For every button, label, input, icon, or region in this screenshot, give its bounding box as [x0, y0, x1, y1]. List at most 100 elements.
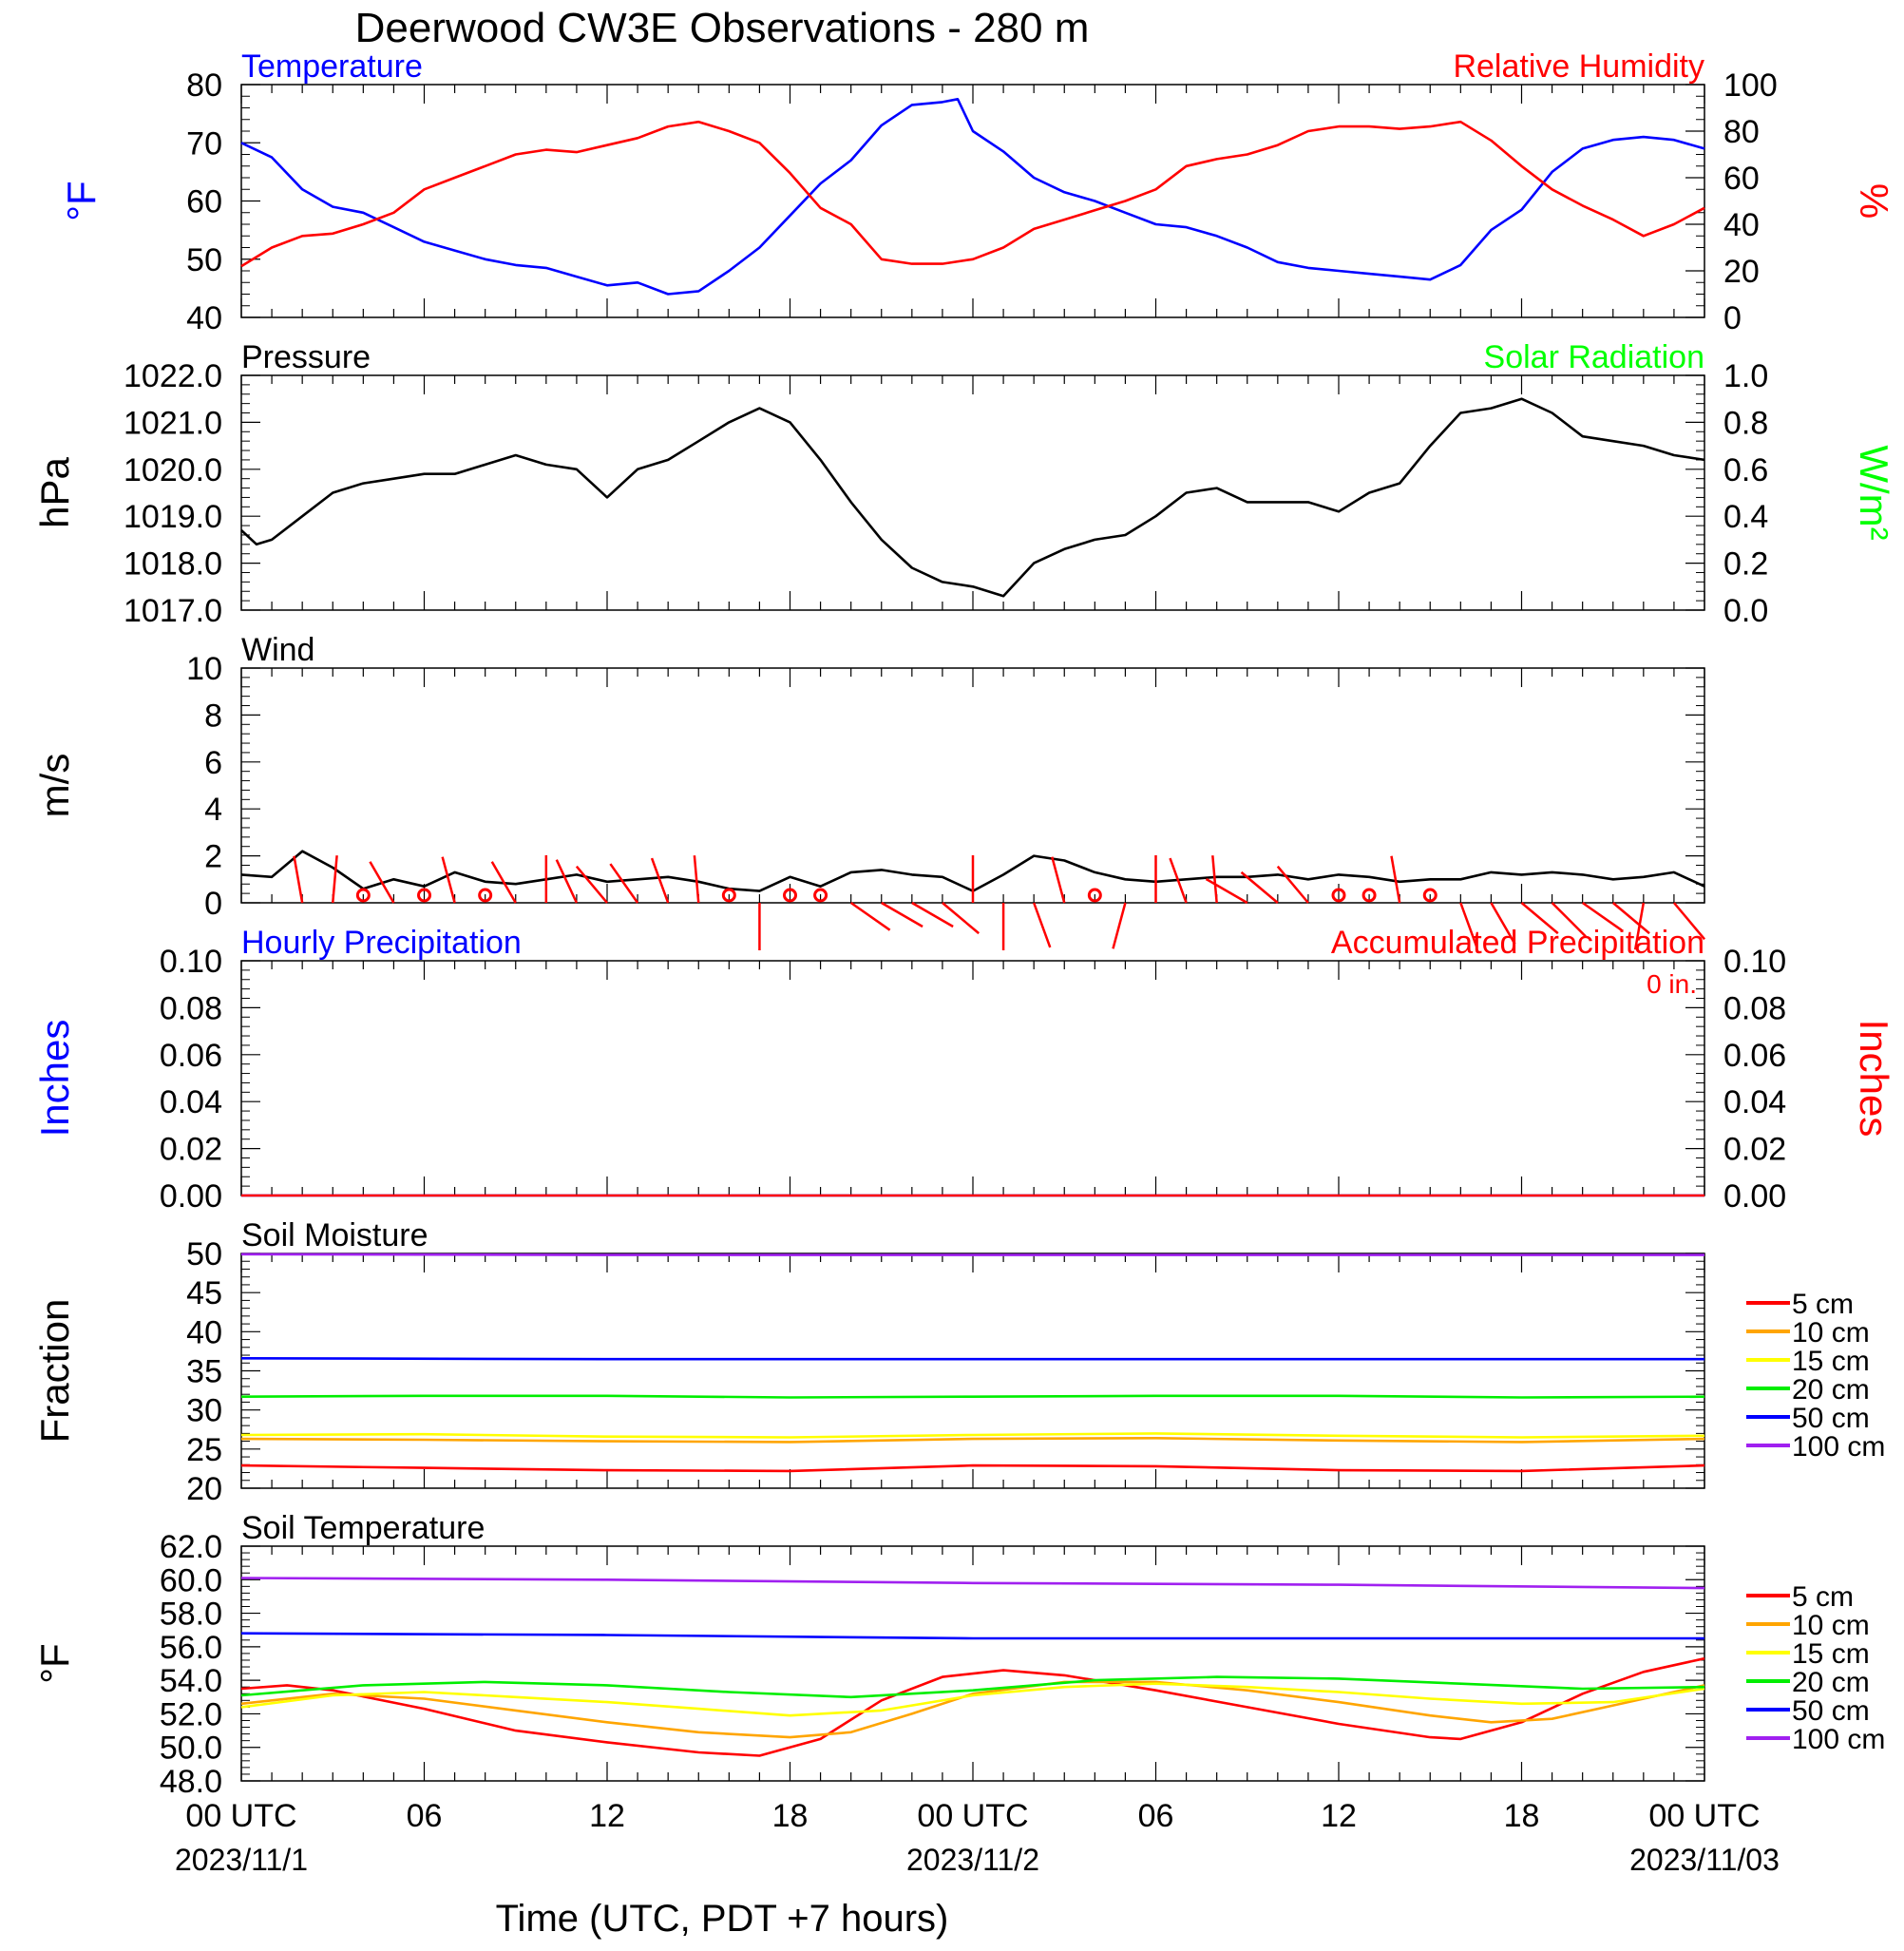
wind-barb-calm: [783, 888, 797, 903]
series-line-50-cm: [240, 1632, 1704, 1640]
wind-barb-calm: [417, 888, 431, 903]
wind-barb: [1672, 902, 1706, 941]
legend-label: 50 cm: [1792, 1695, 1870, 1727]
y-tick-label: 8: [204, 698, 222, 734]
y-tick-label: 25: [186, 1432, 222, 1468]
wind-barb: [1211, 855, 1218, 904]
legend-label: 15 cm: [1792, 1638, 1870, 1670]
y-tick-label: 2: [204, 839, 222, 875]
y-tick-label-right: 0.04: [1723, 1084, 1786, 1120]
y-tick-label-right: 0.10: [1723, 944, 1786, 980]
series-line-15-cm: [240, 1432, 1705, 1439]
y-tick-label: 0.04: [160, 1084, 222, 1120]
wind-barb: [1240, 870, 1279, 904]
series-line-100-cm: [240, 1577, 1705, 1590]
wind-barb: [911, 901, 954, 928]
series-line-5-cm: [240, 1463, 1705, 1473]
wind-barb: [1581, 901, 1623, 931]
y-axis-label-left: hPa: [32, 456, 77, 527]
wind-barb: [1032, 902, 1052, 948]
y-tick-label: 54.0: [160, 1663, 222, 1699]
y-tick-label: 45: [186, 1275, 222, 1311]
plot-frame: [240, 1253, 1705, 1489]
y-tick-label: 80: [186, 67, 222, 104]
x-tick-label: 00 UTC: [917, 1798, 1028, 1834]
series-line-10-cm: [240, 1680, 1705, 1739]
panel-title-left: Pressure: [241, 339, 371, 375]
y-tick-label: 0.08: [160, 990, 222, 1026]
series-line-20-cm: [240, 1675, 1705, 1699]
y-tick-label: 1021.0: [124, 405, 222, 441]
y-tick-label-right: 0.02: [1723, 1132, 1786, 1168]
legend-label: 10 cm: [1792, 1610, 1870, 1641]
y-tick-label-right: 0.4: [1723, 499, 1768, 535]
y-tick-label: 20: [186, 1471, 222, 1507]
x-tick-label: 18: [1504, 1798, 1540, 1834]
plot-frame: [240, 374, 1705, 611]
legend-label: 5 cm: [1792, 1289, 1854, 1320]
wind-barb: [1459, 902, 1478, 948]
y-tick-label: 30: [186, 1393, 222, 1429]
wind-barb: [1490, 902, 1516, 945]
legend-label: 20 cm: [1792, 1667, 1870, 1698]
wind-barb: [332, 855, 338, 904]
wind-barb: [1390, 855, 1401, 904]
series-line-50-cm: [240, 1357, 1704, 1361]
y-tick-label-right: 100: [1723, 67, 1778, 104]
wind-barb-calm: [813, 888, 828, 903]
y-tick-label-right: 60: [1723, 161, 1760, 197]
wind-barb-calm: [355, 888, 371, 903]
x-date-label: 2023/11/2: [906, 1843, 1039, 1877]
wind-barb-calm: [1087, 888, 1102, 903]
series-line-pressure: [240, 397, 1705, 598]
wind-barb: [1276, 865, 1309, 904]
y-axis-label-right: %: [1852, 183, 1896, 219]
wind-barb: [1633, 902, 1646, 950]
series-line-100-cm: [240, 1253, 1704, 1256]
y-tick-label: 1018.0: [124, 546, 222, 583]
y-tick-label: 1017.0: [124, 593, 222, 629]
panel-title-left: Soil Temperature: [241, 1510, 485, 1546]
x-tick-label: 12: [589, 1798, 625, 1834]
wind-barb-calm: [478, 888, 493, 903]
x-date-label: 2023/11/1: [175, 1843, 308, 1877]
series-line-20-cm: [240, 1394, 1705, 1399]
x-tick-label: 06: [407, 1798, 443, 1834]
y-axis-label-left: Inches: [32, 1020, 77, 1138]
x-tick-label: 12: [1321, 1798, 1357, 1834]
legend-label: 100 cm: [1792, 1431, 1885, 1463]
y-tick-label: 58.0: [160, 1597, 222, 1633]
y-tick-label: 60: [186, 184, 222, 220]
wind-barb: [1551, 902, 1587, 938]
panel-title-right: Solar Radiation: [1484, 339, 1704, 375]
legend-label: 5 cm: [1792, 1581, 1854, 1613]
wind-barb: [942, 902, 981, 935]
wind-barb: [650, 857, 670, 904]
wind-barb: [293, 855, 304, 904]
series-line-relative-humidity: [240, 120, 1705, 268]
y-tick-label-right: 1.0: [1723, 358, 1768, 394]
wind-barb: [1205, 877, 1248, 905]
y-axis-label-left: °F: [59, 181, 104, 220]
wind-barb-calm: [1422, 888, 1438, 903]
wind-barb: [369, 861, 395, 904]
wind-barb: [490, 861, 517, 904]
panel-precipitation: 0.00 0.02 0.04 0.06 0.08 0.10 0.00 0.02 0.04 0.06…: [32, 925, 1896, 1215]
y-tick-label: 50.0: [160, 1731, 222, 1767]
y-tick-label: 62.0: [160, 1529, 222, 1565]
panel-pressure: 1017.0 1018.0 1019.0 1020.0 1021.0 1022.0 0.0 0…: [32, 339, 1896, 629]
y-tick-label: 50: [186, 242, 222, 278]
wind-barb-calm: [1331, 888, 1346, 903]
y-tick-label: 35: [186, 1354, 222, 1390]
y-tick-label: 1022.0: [124, 358, 222, 394]
series-line-15-cm: [240, 1682, 1705, 1717]
panel-soil-temperature: 48.050.052.054.056.058.060.062.0 Soil Tem…: [32, 1510, 1885, 1877]
series-line-5-cm: [240, 1656, 1705, 1757]
y-tick-label-right: 40: [1723, 207, 1760, 243]
y-tick-label: 56.0: [160, 1630, 222, 1666]
legend-label: 100 cm: [1792, 1724, 1885, 1755]
y-tick-label: 4: [204, 792, 222, 828]
y-tick-label: 60.0: [160, 1562, 222, 1598]
